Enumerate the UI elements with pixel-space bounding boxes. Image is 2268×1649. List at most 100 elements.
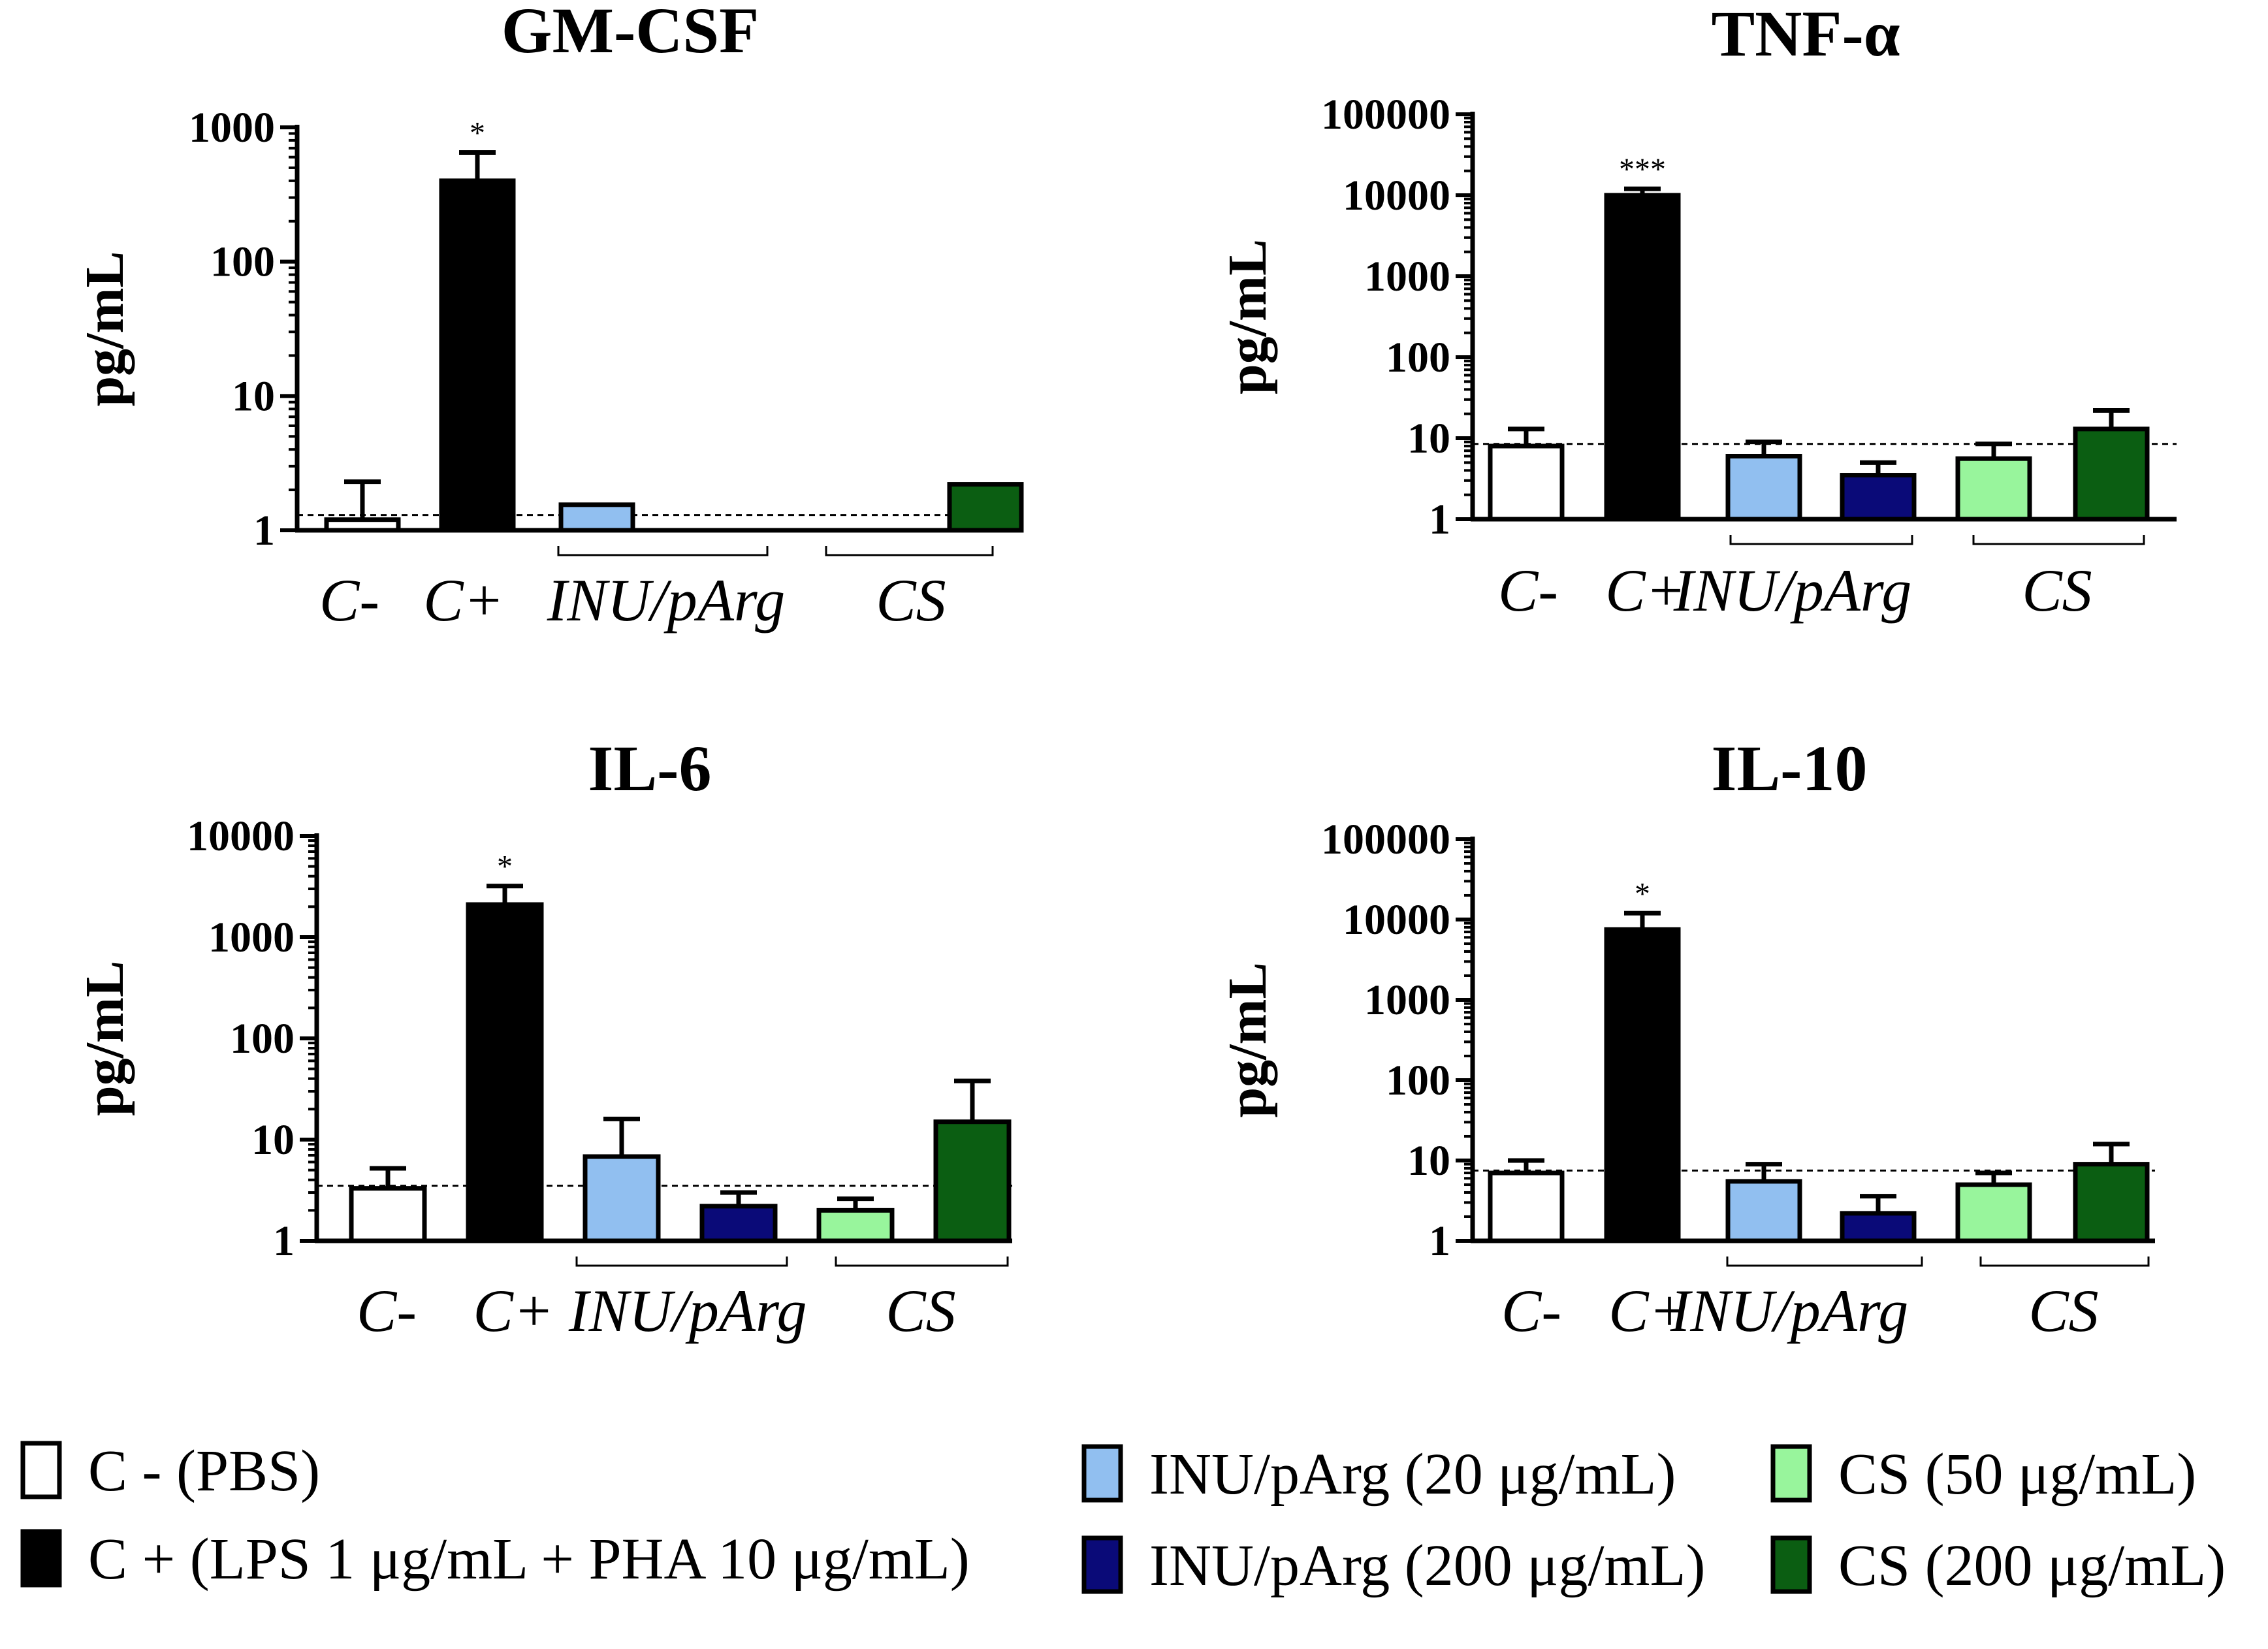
group-bracket (835, 1257, 1009, 1267)
legend-label: C + (LPS 1 μg/mL + PHA 10 μg/mL) (88, 1527, 970, 1592)
legend-item: CS (50 μg/mL) (1770, 1442, 2196, 1507)
y-tick-label: 1 (1429, 1217, 1450, 1265)
chart-title: TNF-α (1711, 0, 1900, 70)
chart-title: IL-10 (1712, 732, 1868, 805)
x-tick-label: CS (876, 567, 946, 633)
y-tick-label: 100 (210, 238, 275, 286)
chart-panel-gm-csf: GM-CSF pg/mL 1 10 100 1000 * C- C+ INU/pArg CS (74, 0, 1024, 633)
bar (2073, 426, 2150, 522)
significance-label: * (1635, 876, 1650, 911)
legend-label: INU/pArg (20 μg/mL) (1149, 1442, 1676, 1507)
y-tick-label: 1 (1429, 496, 1450, 543)
y-tick-label: 100000 (1321, 91, 1450, 138)
bar (1604, 193, 1681, 522)
y-tick-label: 100000 (1321, 816, 1450, 863)
y-tick-label: 10000 (1343, 172, 1450, 219)
legend-item: CS (200 μg/mL) (1770, 1533, 2226, 1598)
group-bracket (575, 1257, 788, 1267)
y-tick-label: 1000 (1364, 253, 1450, 300)
bar (1725, 454, 1802, 522)
y-tick-label: 10 (251, 1116, 295, 1164)
bar (1604, 927, 1681, 1243)
bar (1955, 1182, 2032, 1243)
chart-panel-tnf-: TNF-α pg/mL 1 10 100 1000 10000 100000 *** C- C+IN… (1217, 0, 2177, 624)
significance-label: *** (1619, 152, 1666, 187)
y-tick-label: 10000 (1343, 896, 1450, 944)
chart-panel-il-10: IL-10 pg/mL 1 10 100 1000 10000 100000 * C- C+INU/… (1217, 732, 2155, 1344)
significance-label: * (470, 116, 485, 150)
legend-swatch (1081, 1535, 1123, 1594)
bar (933, 1119, 1012, 1243)
y-axis-label: pg/mL (1217, 239, 1278, 394)
bar (324, 517, 401, 533)
bar (583, 1154, 661, 1243)
bar (2073, 1162, 2150, 1243)
legend-swatch (1770, 1444, 1812, 1503)
bar (1488, 443, 1565, 522)
group-bracket (1729, 535, 1913, 545)
y-axis-label: pg/mL (1217, 962, 1278, 1117)
x-tick-label: C+ (423, 567, 503, 633)
bar (1488, 1170, 1565, 1243)
x-tick-label: C- (319, 567, 379, 633)
x-tick-label: C- (1501, 1277, 1561, 1344)
bar (1955, 456, 2032, 522)
x-tick-label: INU/pArg (1670, 1277, 1909, 1344)
chart-title: IL-6 (588, 732, 712, 805)
legend-item: INU/pArg (200 μg/mL) (1081, 1533, 1705, 1598)
x-tick-label: CS (2022, 557, 2092, 624)
y-tick-label: 1000 (189, 104, 275, 152)
x-tick-label: INU/pArg (1673, 557, 1912, 624)
y-tick-label: 10000 (187, 812, 295, 860)
bar (558, 502, 635, 533)
x-tick-label: C+ (1608, 1277, 1689, 1344)
legend-item: INU/pArg (20 μg/mL) (1081, 1442, 1676, 1507)
group-bracket (557, 546, 769, 556)
y-axis-label: pg/mL (74, 961, 135, 1116)
legend: C - (PBS) C + (LPS 1 μg/mL + PHA 10 μg/mL… (20, 1439, 2226, 1598)
y-tick-label: 10 (1407, 1137, 1450, 1185)
bar (1725, 1179, 1802, 1243)
x-tick-label: C+ INU/pArg (473, 1277, 807, 1344)
bar (466, 902, 544, 1243)
x-tick-label: CS (2028, 1277, 2098, 1344)
x-tick-label: C- (357, 1277, 417, 1344)
y-tick-label: 100 (1386, 1057, 1450, 1104)
bar (349, 1186, 427, 1243)
y-tick-label: 1000 (1364, 976, 1450, 1024)
bar (699, 1204, 778, 1243)
legend-label: CS (50 μg/mL) (1838, 1442, 2196, 1507)
y-tick-label: 100 (230, 1015, 295, 1063)
y-tick-label: 1000 (208, 914, 295, 961)
x-tick-label: C+ (1605, 557, 1685, 624)
chart-panel-il-6: IL-6 pg/mL 1 10 100 1000 10000 * C- C+ INU/pArg CS (74, 732, 1012, 1344)
x-tick-label: C- (1498, 557, 1558, 624)
legend-label: INU/pArg (200 μg/mL) (1149, 1533, 1705, 1598)
legend-item: C - (PBS) (20, 1439, 320, 1503)
y-axis-label: pg/mL (74, 251, 135, 406)
group-bracket (1972, 535, 2145, 545)
bar (1840, 473, 1917, 522)
legend-swatch (20, 1441, 62, 1499)
y-tick-label: 10 (232, 372, 275, 420)
legend-label: C - (PBS) (88, 1439, 320, 1503)
legend-swatch (20, 1529, 62, 1588)
bar (439, 178, 516, 533)
chart-title: GM-CSF (502, 0, 759, 67)
bar (1840, 1211, 1917, 1243)
x-tick-label: INU/pArg (547, 567, 786, 633)
legend-swatch (1081, 1444, 1123, 1503)
legend-label: CS (200 μg/mL) (1838, 1533, 2226, 1598)
legend-item: C + (LPS 1 μg/mL + PHA 10 μg/mL) (20, 1527, 970, 1592)
group-bracket (1979, 1257, 2150, 1267)
x-tick-label: CS (886, 1277, 955, 1344)
bar (816, 1208, 895, 1243)
y-tick-label: 1 (253, 507, 275, 554)
legend-swatch (1770, 1535, 1812, 1594)
y-tick-label: 100 (1386, 334, 1450, 381)
group-bracket (1726, 1257, 1923, 1267)
y-tick-label: 1 (273, 1217, 295, 1265)
bar (947, 482, 1024, 533)
group-bracket (825, 546, 994, 556)
